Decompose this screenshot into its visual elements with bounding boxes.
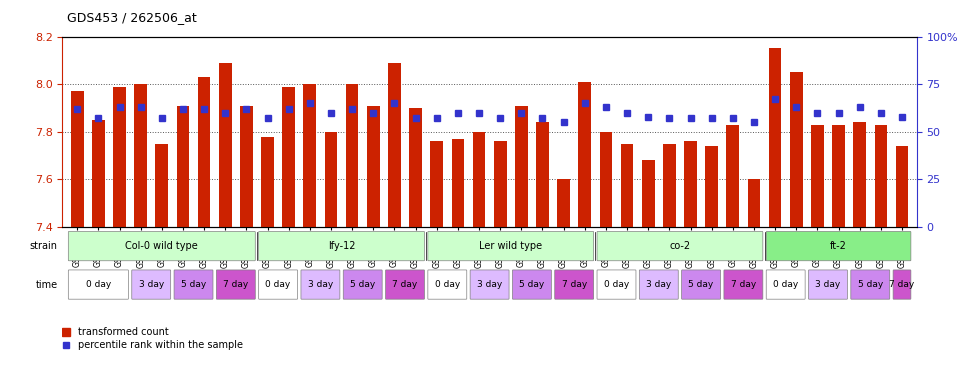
Bar — [515, 106, 528, 227]
Text: 7 day: 7 day — [889, 280, 915, 289]
Bar — [579, 82, 591, 227]
Bar — [282, 87, 295, 227]
Bar — [600, 132, 612, 227]
Bar — [240, 106, 252, 227]
FancyBboxPatch shape — [258, 270, 298, 299]
Text: 7 day: 7 day — [393, 280, 418, 289]
Text: 3 day: 3 day — [308, 280, 333, 289]
FancyBboxPatch shape — [258, 232, 424, 261]
Bar — [177, 106, 189, 227]
Bar — [621, 144, 634, 227]
Bar — [769, 49, 781, 227]
Text: 7 day: 7 day — [731, 280, 756, 289]
Bar — [156, 144, 168, 227]
FancyBboxPatch shape — [470, 270, 509, 299]
Bar — [92, 120, 105, 227]
Bar — [430, 141, 444, 227]
FancyBboxPatch shape — [216, 270, 255, 299]
Text: 5 day: 5 day — [180, 280, 206, 289]
Bar — [219, 63, 231, 227]
Bar — [71, 92, 84, 227]
Bar — [896, 146, 908, 227]
Bar — [388, 63, 400, 227]
Bar — [706, 146, 718, 227]
Bar — [832, 125, 845, 227]
FancyBboxPatch shape — [300, 270, 340, 299]
Text: 0 day: 0 day — [266, 280, 291, 289]
Text: ft-2: ft-2 — [830, 241, 847, 251]
Bar — [303, 84, 316, 227]
Bar — [113, 87, 126, 227]
Bar — [472, 132, 486, 227]
FancyBboxPatch shape — [555, 270, 593, 299]
Text: 3 day: 3 day — [477, 280, 502, 289]
Text: Col-0 wild type: Col-0 wild type — [126, 241, 198, 251]
Text: 5 day: 5 day — [857, 280, 883, 289]
Text: percentile rank within the sample: percentile rank within the sample — [78, 340, 243, 350]
FancyBboxPatch shape — [682, 270, 721, 299]
Bar — [346, 84, 358, 227]
Text: time: time — [36, 280, 58, 290]
Bar — [493, 141, 507, 227]
FancyBboxPatch shape — [597, 232, 763, 261]
FancyBboxPatch shape — [724, 270, 763, 299]
Text: 3 day: 3 day — [646, 280, 671, 289]
Text: transformed count: transformed count — [78, 327, 169, 337]
Bar — [536, 122, 549, 227]
Text: 3 day: 3 day — [138, 280, 164, 289]
FancyBboxPatch shape — [68, 232, 255, 261]
Text: 7 day: 7 day — [562, 280, 587, 289]
Text: co-2: co-2 — [669, 241, 690, 251]
Text: 7 day: 7 day — [223, 280, 249, 289]
Bar — [684, 141, 697, 227]
FancyBboxPatch shape — [851, 270, 890, 299]
Bar — [790, 72, 803, 227]
Bar — [198, 77, 210, 227]
Text: Ler wild type: Ler wild type — [479, 241, 542, 251]
FancyBboxPatch shape — [639, 270, 679, 299]
FancyBboxPatch shape — [386, 270, 424, 299]
FancyBboxPatch shape — [68, 270, 129, 299]
Bar — [811, 125, 824, 227]
FancyBboxPatch shape — [597, 270, 636, 299]
Text: 0 day: 0 day — [773, 280, 799, 289]
Bar — [727, 125, 739, 227]
Text: 5 day: 5 day — [350, 280, 375, 289]
Text: 0 day: 0 day — [604, 280, 629, 289]
Text: 0 day: 0 day — [435, 280, 460, 289]
Text: lfy-12: lfy-12 — [327, 241, 355, 251]
Bar — [324, 132, 337, 227]
FancyBboxPatch shape — [513, 270, 551, 299]
Bar — [261, 137, 274, 227]
Bar — [451, 139, 465, 227]
Text: 5 day: 5 day — [688, 280, 713, 289]
Text: 0 day: 0 day — [85, 280, 111, 289]
FancyBboxPatch shape — [766, 232, 911, 261]
FancyBboxPatch shape — [766, 270, 805, 299]
Bar — [367, 106, 379, 227]
FancyBboxPatch shape — [808, 270, 848, 299]
Text: 3 day: 3 day — [815, 280, 841, 289]
Bar — [409, 108, 422, 227]
Text: GDS453 / 262506_at: GDS453 / 262506_at — [67, 11, 197, 24]
FancyBboxPatch shape — [174, 270, 213, 299]
Bar — [875, 125, 887, 227]
FancyBboxPatch shape — [893, 270, 911, 299]
Bar — [853, 122, 866, 227]
FancyBboxPatch shape — [344, 270, 382, 299]
FancyBboxPatch shape — [428, 232, 593, 261]
Bar — [663, 144, 676, 227]
Bar — [642, 160, 655, 227]
FancyBboxPatch shape — [428, 270, 467, 299]
Text: 5 day: 5 day — [519, 280, 544, 289]
FancyBboxPatch shape — [132, 270, 171, 299]
Bar — [134, 84, 147, 227]
Bar — [748, 179, 760, 227]
Text: strain: strain — [30, 241, 58, 251]
Bar — [557, 179, 570, 227]
